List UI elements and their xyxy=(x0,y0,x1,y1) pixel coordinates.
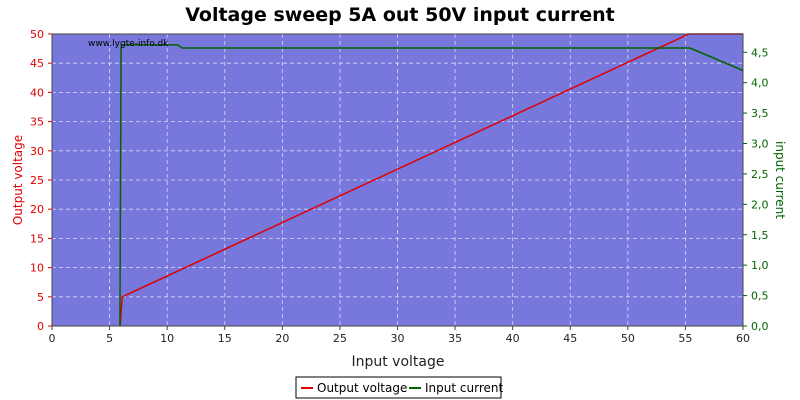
series-line-input-current xyxy=(119,44,744,327)
y-left-tick-label: 0 xyxy=(37,320,44,333)
y-right-tick-label: 1,0 xyxy=(751,259,769,272)
x-tick-label: 25 xyxy=(333,332,347,345)
x-axis-label: Input voltage xyxy=(351,354,444,370)
y-right-tick-label: 0,0 xyxy=(751,320,769,333)
x-tick-label: 10 xyxy=(160,332,174,345)
y-left-tick-label: 20 xyxy=(30,203,44,216)
y-left-tick-label: 30 xyxy=(30,145,44,158)
legend: Output voltage Input current xyxy=(295,376,503,399)
x-tick-label: 50 xyxy=(621,332,635,345)
x-tick-label: 60 xyxy=(736,332,750,345)
x-tick-label: 20 xyxy=(275,332,289,345)
x-tick-label: 40 xyxy=(506,332,520,345)
x-tick-label: 5 xyxy=(106,332,113,345)
legend-label-input-current: Input current xyxy=(425,381,503,395)
y-left-tick-label: 40 xyxy=(30,86,44,99)
y-left-tick-label: 10 xyxy=(30,262,44,275)
x-axis: 0 5 10 15 20 25 30 35 40 45 50 55 60 xyxy=(49,326,750,345)
x-tick-label: 30 xyxy=(391,332,405,345)
legend-label-output-voltage: Output voltage xyxy=(317,381,407,395)
y-right-tick-label: 3,0 xyxy=(751,138,769,151)
y-axis-right-label: input current xyxy=(773,141,787,219)
y-right-tick-label: 4,0 xyxy=(751,77,769,90)
y-right-tick-label: 2,5 xyxy=(751,168,769,181)
y-left-tick-label: 35 xyxy=(30,116,44,129)
x-tick-label: 55 xyxy=(678,332,692,345)
watermark: www.lygte-info.dk xyxy=(88,39,169,49)
x-tick-label: 15 xyxy=(218,332,232,345)
y-left-tick-label: 25 xyxy=(30,174,44,187)
y-right-tick-label: 1,5 xyxy=(751,229,769,242)
y-left-tick-label: 5 xyxy=(37,291,44,304)
y-axis-right: 0,0 0,5 1,0 1,5 2,0 2,5 3,0 3,5 4,0 4,5 xyxy=(743,46,769,333)
x-tick-label: 45 xyxy=(563,332,577,345)
y-left-tick-label: 50 xyxy=(30,28,44,41)
y-right-tick-label: 3,5 xyxy=(751,107,769,120)
y-axis-left: 0 5 10 15 20 25 30 35 40 45 50 xyxy=(30,28,52,333)
chart-title: Voltage sweep 5A out 50V input current xyxy=(185,4,615,26)
y-left-tick-label: 45 xyxy=(30,57,44,70)
y-right-tick-label: 2,0 xyxy=(751,198,769,211)
legend-box xyxy=(295,376,502,399)
y-axis-left-label: Output voltage xyxy=(11,135,25,225)
y-right-tick-label: 0,5 xyxy=(751,290,769,303)
y-left-tick-label: 15 xyxy=(30,232,44,245)
y-right-tick-label: 4,5 xyxy=(751,46,769,59)
x-tick-label: 0 xyxy=(49,332,56,345)
x-tick-label: 35 xyxy=(448,332,462,345)
